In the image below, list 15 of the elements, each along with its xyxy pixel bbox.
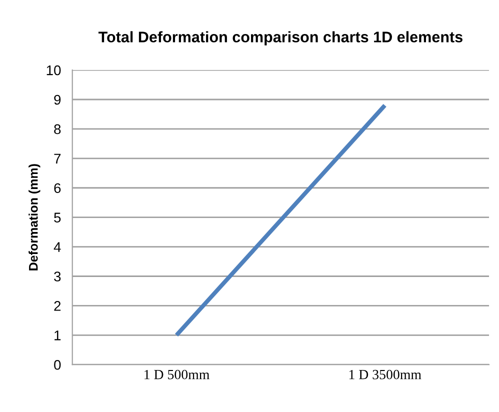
y-tick-label: 9 <box>54 94 61 105</box>
y-tick-label: 5 <box>54 212 61 222</box>
y-tick-label: 6 <box>54 183 61 194</box>
x-tick-label: 1 D 500mm <box>144 370 210 380</box>
y-tick-label: 1 <box>54 330 61 340</box>
y-tick-label: 4 <box>54 242 61 252</box>
y-tick-label: 7 <box>54 154 61 164</box>
y-tick-label: 2 <box>54 301 61 311</box>
y-tick-label: 10 <box>46 65 61 76</box>
y-tick-label: 3 <box>54 272 61 282</box>
y-tick-label: 0 <box>54 360 61 370</box>
chart-title: Total Deformation comparison charts 1D elements <box>98 31 462 46</box>
y-tick-label: 8 <box>54 124 61 134</box>
x-tick-label: 1 D 3500mm <box>349 370 422 380</box>
y-axis-title: Deformation (mm) <box>28 164 40 270</box>
